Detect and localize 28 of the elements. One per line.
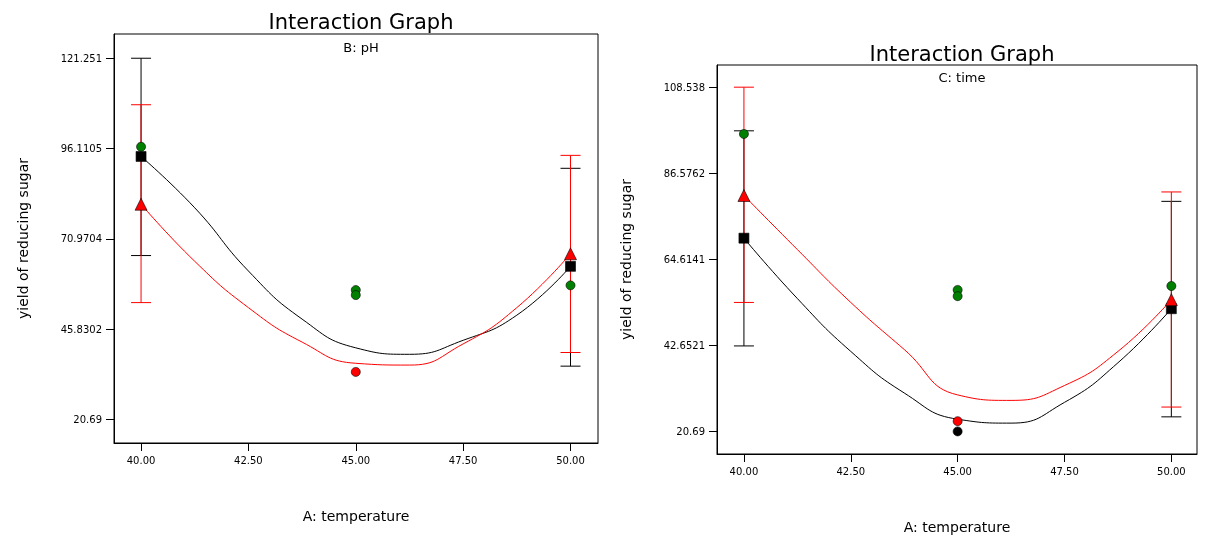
y-tick-label: 121.251 [60, 52, 102, 64]
y-tick-label: 86.5762 [663, 167, 705, 179]
y-tick-label: 108.538 [663, 81, 705, 93]
x-tick-label: 47.50 [448, 454, 478, 466]
x-tick-label: 47.50 [1050, 465, 1079, 477]
x-tick-label: 42.50 [234, 454, 263, 466]
x-tick-label: 50.00 [556, 454, 585, 466]
y-tick-label: 70.9704 [60, 233, 102, 245]
chart-title: Interaction Graph [869, 41, 1055, 66]
y-tick-label: 20.69 [73, 413, 102, 425]
y-tick-label: 42.6521 [663, 339, 705, 351]
x-tick-label: 42.50 [836, 465, 866, 477]
text: B: pH [343, 40, 379, 55]
x-tick-label: 45.00 [943, 465, 972, 477]
chart-subtitle: C: time [938, 70, 986, 85]
x-axis-title: A: temperature [302, 508, 410, 524]
x-tick-label: 45.00 [341, 454, 371, 466]
x-tick-label: 40.00 [126, 454, 156, 466]
y-axis-title: yield of reducing sugar [15, 157, 31, 319]
x-tick-label: 40.00 [729, 465, 759, 477]
y-tick-label: 20.69 [676, 425, 705, 437]
x-axis-title: A: temperature [903, 519, 1011, 535]
x-tick-label: 50.00 [1157, 465, 1186, 477]
y-tick-label: 64.6141 [663, 253, 705, 265]
y-tick-label: 96.1105 [60, 143, 102, 155]
y-tick-label: 45.8302 [60, 323, 102, 335]
y-axis-title: yield of reducing sugar [618, 178, 634, 340]
chart-title: Interaction Graph [268, 9, 454, 34]
